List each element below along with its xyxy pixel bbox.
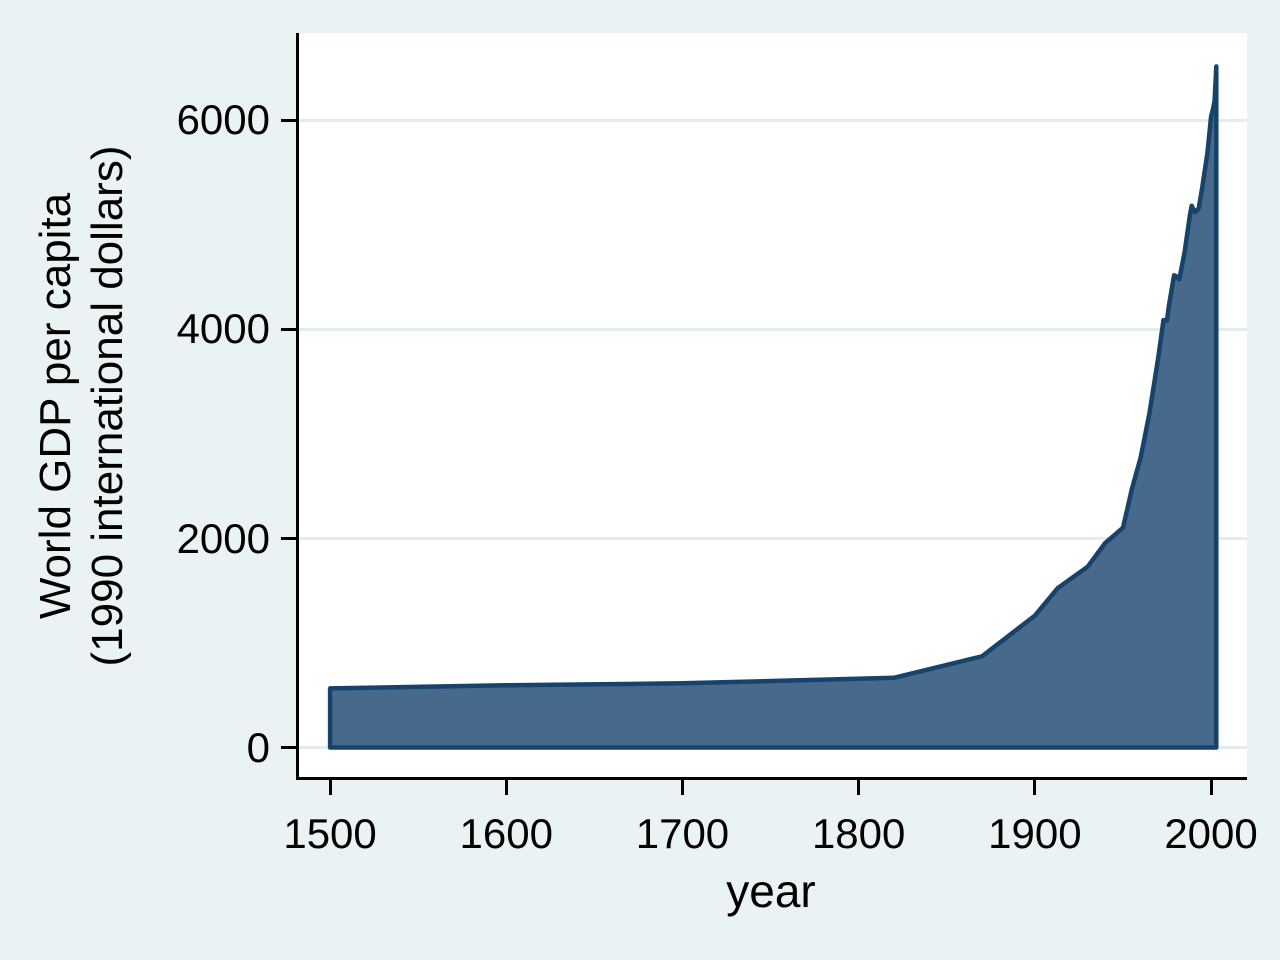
y-tick-2000	[281, 537, 296, 541]
y-tick-label-2000: 2000	[176, 514, 270, 562]
x-axis-spine	[296, 777, 1247, 780]
x-tick-1500	[328, 780, 332, 795]
y-axis-title: World GDP per capita (1990 international…	[30, 146, 134, 667]
x-tick-label-1800: 1800	[811, 810, 906, 857]
gdp-area-chart	[327, 64, 1219, 750]
plot-area	[298, 33, 1247, 779]
x-axis-title: year	[726, 865, 816, 917]
x-tick-label-1600: 1600	[459, 810, 553, 857]
x-tick-1600	[504, 780, 508, 795]
y-axis-title-line2: (1990 international dollars)	[83, 145, 132, 667]
y-axis-spine	[296, 33, 299, 779]
y-tick-label-0: 0	[246, 723, 270, 771]
x-tick-label-1900: 1900	[988, 810, 1082, 857]
y-axis-title-line1: World GDP per capita	[31, 192, 80, 620]
x-tick-1900	[1033, 780, 1037, 795]
gridline-4000	[298, 327, 1247, 331]
x-tick-2000	[1209, 780, 1213, 795]
x-tick-label-1500: 1500	[283, 810, 377, 857]
x-tick-label-1700: 1700	[635, 810, 730, 857]
x-tick-1700	[680, 780, 684, 795]
y-tick-label-6000: 6000	[176, 96, 270, 144]
x-tick-1800	[857, 780, 861, 795]
y-tick-6000	[281, 118, 296, 122]
gridline-2000	[298, 537, 1247, 541]
y-tick-4000	[281, 327, 296, 331]
gridline-6000	[298, 118, 1247, 122]
x-tick-label-2000: 2000	[1164, 810, 1258, 857]
y-tick-0	[281, 746, 296, 750]
gdp-area-polygon	[327, 64, 1219, 750]
y-tick-label-4000: 4000	[176, 305, 270, 353]
